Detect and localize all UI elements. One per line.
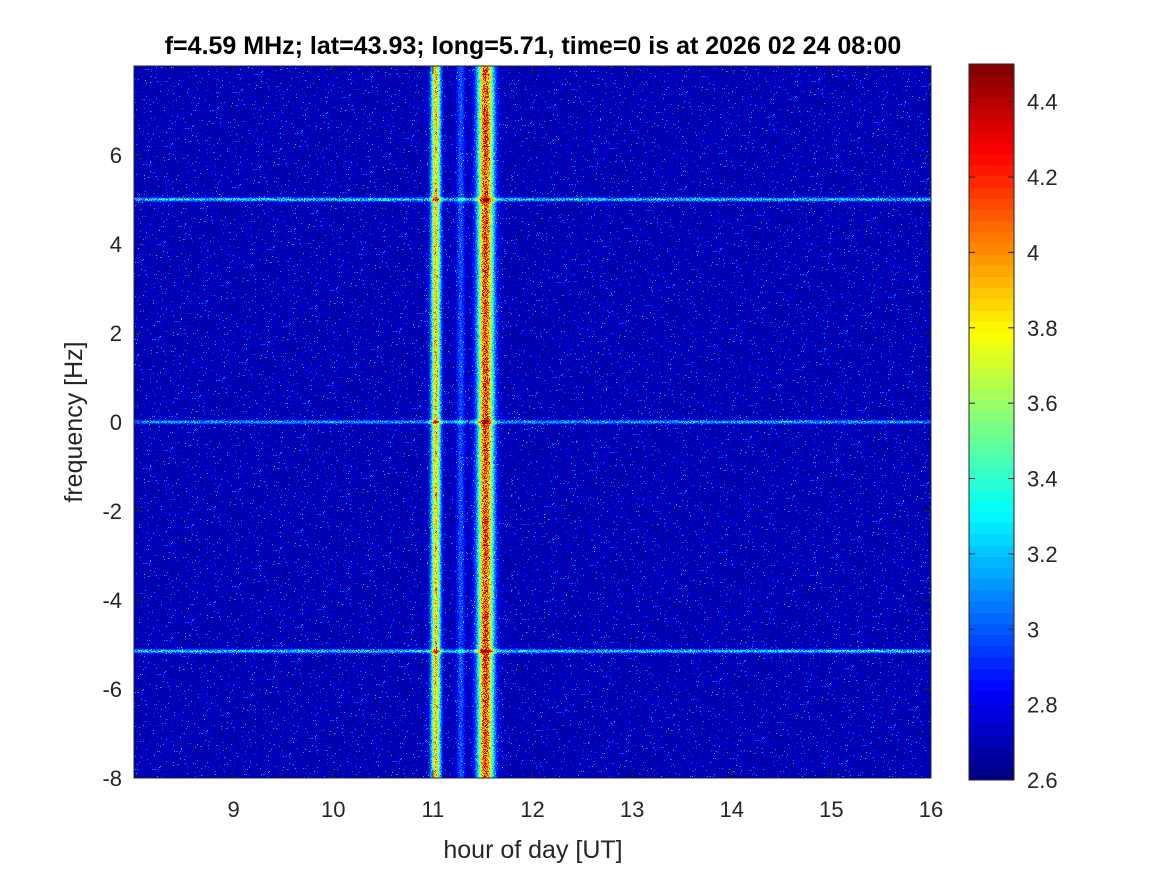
y-tick-label: -6 [102, 677, 122, 702]
colorbar-axis: 2.6 2.8 3 3.2 3.4 3.6 3.8 4 4.2 4.4 [969, 90, 1058, 793]
colorbar-tick-label: 3.4 [1027, 467, 1058, 492]
colorbar-tick-label: 3 [1027, 617, 1039, 642]
x-tick-label: 11 [421, 797, 444, 822]
x-tick-label: 12 [520, 797, 544, 822]
y-axis-label: frequency [Hz] [60, 341, 88, 502]
colorbar-tick-label: 2.8 [1027, 693, 1058, 718]
x-tick-label: 13 [620, 797, 644, 822]
colorbar-tick-label: 4.2 [1027, 165, 1058, 190]
y-tick-label: 6 [110, 143, 122, 168]
colorbar-gradient [969, 64, 1014, 780]
x-axis: 9 10 11 12 13 14 15 16 [228, 66, 943, 822]
colorbar-tick-label: 2.6 [1027, 768, 1058, 793]
plot-frame [133, 65, 932, 779]
colorbar-tick-label: 3.2 [1027, 542, 1058, 567]
y-tick-label: -8 [102, 766, 122, 791]
y-tick-label: 2 [110, 321, 122, 346]
x-tick-label: 10 [321, 797, 345, 822]
colorbar-tick-label: 4 [1027, 240, 1039, 265]
colorbar-frame [968, 63, 1015, 781]
colorbar-tick-label: 4.4 [1027, 90, 1058, 115]
chart-title: f=4.59 MHz; lat=43.93; long=5.71, time=0… [165, 32, 902, 60]
x-axis-label: hour of day [UT] [443, 836, 622, 864]
colorbar-tick-label: 3.8 [1027, 316, 1058, 341]
y-axis: -8 -6 -4 -2 0 2 4 6 [102, 143, 931, 791]
y-tick-label: 0 [110, 410, 122, 435]
x-tick-label: 9 [228, 797, 240, 822]
spectrogram-heatmap [134, 66, 931, 778]
y-tick-label: -2 [102, 499, 122, 524]
y-tick-label: -4 [102, 588, 122, 613]
colorbar-tick-label: 3.6 [1027, 391, 1058, 416]
x-tick-label: 16 [919, 797, 943, 822]
y-tick-label: 4 [110, 232, 122, 257]
x-tick-label: 14 [720, 797, 744, 822]
x-tick-label: 15 [819, 797, 843, 822]
